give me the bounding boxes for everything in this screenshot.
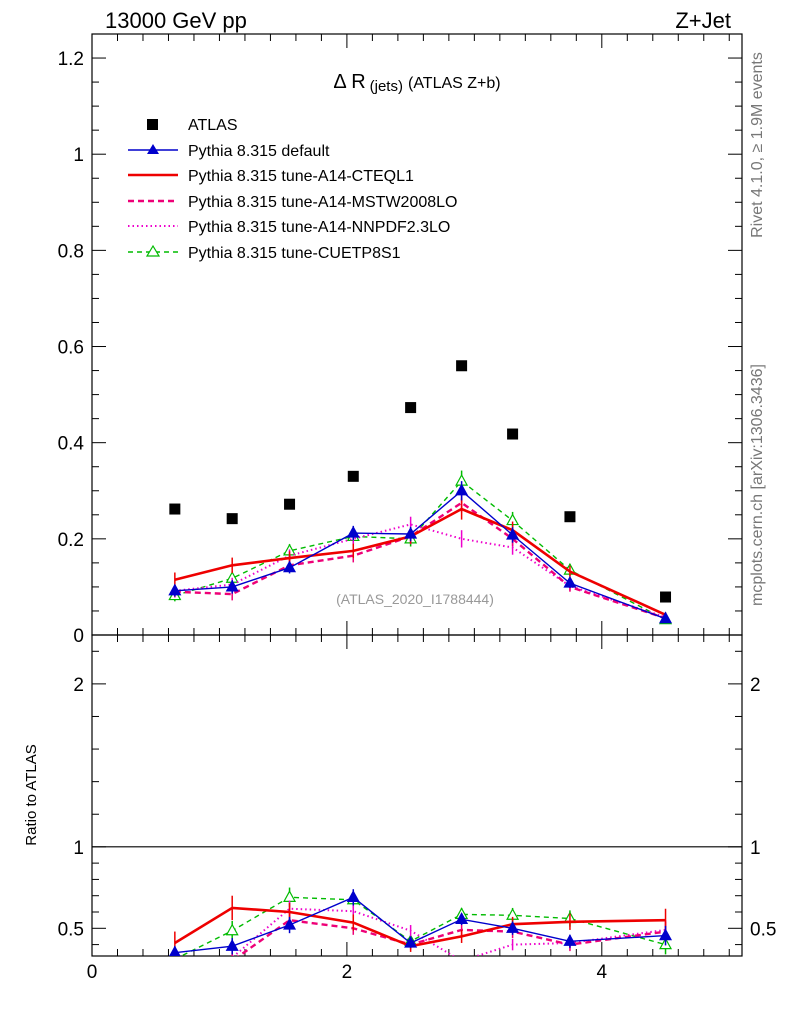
main-ytick-label: 0.2: [58, 530, 84, 551]
ratio-line-nnpdf: [232, 907, 666, 956]
data-point-atlas: [226, 513, 238, 525]
ratio-frame: [91, 634, 743, 957]
xtick-label: 0: [87, 962, 98, 983]
legend-marker-cuetp8s1: [145, 244, 161, 257]
legend: ATLAS Pythia 8.315 default Pythia 8.315 …: [128, 117, 457, 262]
plot-title: Δ R (jets) (ATLAS Z+b): [333, 71, 500, 95]
legend-label-cteql1: Pythia 8.315 tune-A14-CTEQL1: [188, 168, 414, 185]
ratio-marker-default: [283, 917, 297, 930]
xtick-label: 4: [597, 962, 608, 983]
data-point-atlas: [660, 591, 672, 603]
ratio-line-cuetp8s1: [179, 896, 666, 956]
main-marker-default: [455, 483, 469, 496]
ratio-marker-cuetp8s1: [225, 923, 239, 936]
ratio-marker-default: [659, 928, 673, 941]
main-marker-default: [404, 526, 418, 539]
rivet-version-label: Rivet 4.1.0, ≥ 1.9M events: [749, 52, 766, 238]
legend-label-cuetp8s1: Pythia 8.315 tune-CUETP8S1: [188, 245, 401, 262]
main-marker-default: [563, 575, 577, 588]
data-point-atlas: [456, 360, 468, 372]
header-left: 13000 GeV pp: [105, 8, 247, 33]
legend-label-mstw: Pythia 8.315 tune-A14-MSTW2008LO: [188, 194, 457, 211]
title-tail: (ATLAS Z+b): [408, 75, 501, 92]
data-point-atlas: [284, 498, 296, 510]
main-ytick-label: 0.6: [58, 338, 84, 359]
ratio-axis-ticks: 0.5 0.5 1 1 2 2 0 2 4: [58, 635, 776, 983]
main-ytick-label: 0: [73, 626, 84, 647]
ratio-ytick-label-left: 0.5: [58, 919, 84, 940]
header-right: Z+Jet: [675, 8, 731, 33]
data-point-atlas: [347, 470, 359, 482]
main-series: [168, 360, 673, 625]
data-point-atlas: [169, 503, 181, 515]
title-sub: (jets): [370, 78, 403, 95]
main-ytick-label: 0.4: [58, 434, 85, 455]
ratio-ytick-label-right: 2: [750, 675, 761, 696]
main-ytick-label: 1.2: [58, 49, 84, 70]
ratio-marker-cuetp8s1: [283, 890, 297, 902]
ratio-marker-default: [506, 921, 520, 933]
ratio-ylabel: Ratio to ATLAS: [23, 744, 40, 845]
ratio-series: [169, 887, 673, 956]
main-marker-default: [283, 560, 297, 573]
main-marker-default: [168, 583, 182, 596]
main-ytick-label: 1: [73, 145, 84, 166]
ratio-marker-default: [563, 934, 577, 946]
data-point-atlas: [507, 428, 519, 440]
xtick-label: 2: [342, 962, 353, 983]
main-marker-default: [506, 527, 520, 540]
data-point-atlas: [405, 402, 417, 414]
ratio-ytick-label-right: 1: [750, 838, 761, 859]
ratio-marker-default: [455, 912, 469, 924]
main-marker-default: [225, 579, 239, 592]
main-marker-default: [659, 611, 673, 624]
ratio-ytick-label-right: 0.5: [750, 919, 776, 940]
legend-label-nnpdf: Pythia 8.315 tune-A14-NNPDF2.3LO: [188, 219, 450, 236]
ratio-marker-default: [346, 890, 360, 902]
analysis-watermark: (ATLAS_2020_I1788444): [336, 591, 494, 607]
main-marker-default: [346, 525, 360, 538]
data-point-atlas: [564, 511, 576, 523]
legend-marker-default: [147, 144, 159, 154]
legend-label-default: Pythia 8.315 default: [188, 143, 330, 160]
ratio-ytick-label-left: 1: [73, 838, 84, 859]
ratio-marker-default: [225, 938, 239, 951]
ratio-marker-default: [404, 935, 418, 948]
legend-marker-atlas: [147, 119, 158, 130]
main-ytick-label: 0.8: [58, 241, 84, 262]
ratio-marker-default: [169, 945, 181, 956]
ratio-ytick-label-left: 2: [73, 675, 84, 696]
mcplots-label: mcplots.cern.ch [arXiv:1306.3436]: [749, 364, 766, 606]
title-main: Δ R: [333, 71, 365, 93]
legend-label-atlas: ATLAS: [188, 117, 238, 134]
main-axis-ticks: 0 0.2 0.4 0.6 0.8 1 1.2: [58, 34, 742, 647]
